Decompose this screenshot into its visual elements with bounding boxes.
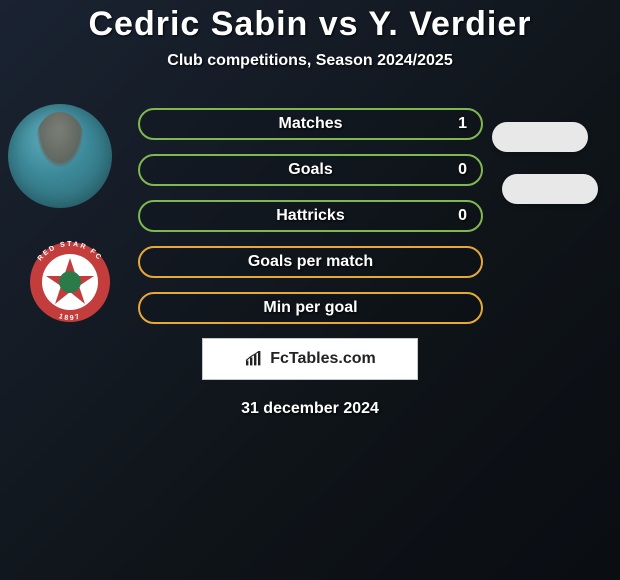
stat-label: Min per goal	[140, 294, 481, 322]
comparison-pill	[502, 174, 598, 204]
stat-label: Goals	[140, 156, 481, 184]
stat-value: 0	[458, 156, 467, 184]
stat-bar: Goals0	[138, 154, 483, 186]
comparison-subtitle: Club competitions, Season 2024/2025	[0, 52, 620, 70]
stat-value: 1	[458, 110, 467, 138]
comparison-title: Cedric Sabin vs Y. Verdier	[0, 5, 620, 44]
brand-attribution: FcTables.com	[202, 338, 418, 380]
stat-bar: Matches1	[138, 108, 483, 140]
stat-bar: Goals per match	[138, 246, 483, 278]
player-photo-left	[8, 104, 112, 208]
brand-text: FcTables.com	[270, 350, 376, 368]
stat-label: Goals per match	[140, 248, 481, 276]
comparison-pill	[492, 122, 588, 152]
club-badge-left: RED STAR FC 1897	[18, 240, 122, 324]
stat-row: Min per goal	[138, 292, 483, 324]
stat-row: Goals0	[138, 154, 483, 186]
snapshot-date: 31 december 2024	[0, 400, 620, 418]
chart-icon	[244, 351, 264, 367]
stat-bar: Min per goal	[138, 292, 483, 324]
stat-row: Hattricks0	[138, 200, 483, 232]
stat-row: Goals per match	[138, 246, 483, 278]
comparison-card: Cedric Sabin vs Y. Verdier Club competit…	[0, 0, 620, 418]
stat-bar: Hattricks0	[138, 200, 483, 232]
stat-value: 0	[458, 202, 467, 230]
stat-label: Matches	[140, 110, 481, 138]
stat-row: Matches1	[138, 108, 483, 140]
stats-bars: Matches1Goals0Hattricks0Goals per matchM…	[138, 108, 483, 324]
stat-label: Hattricks	[140, 202, 481, 230]
